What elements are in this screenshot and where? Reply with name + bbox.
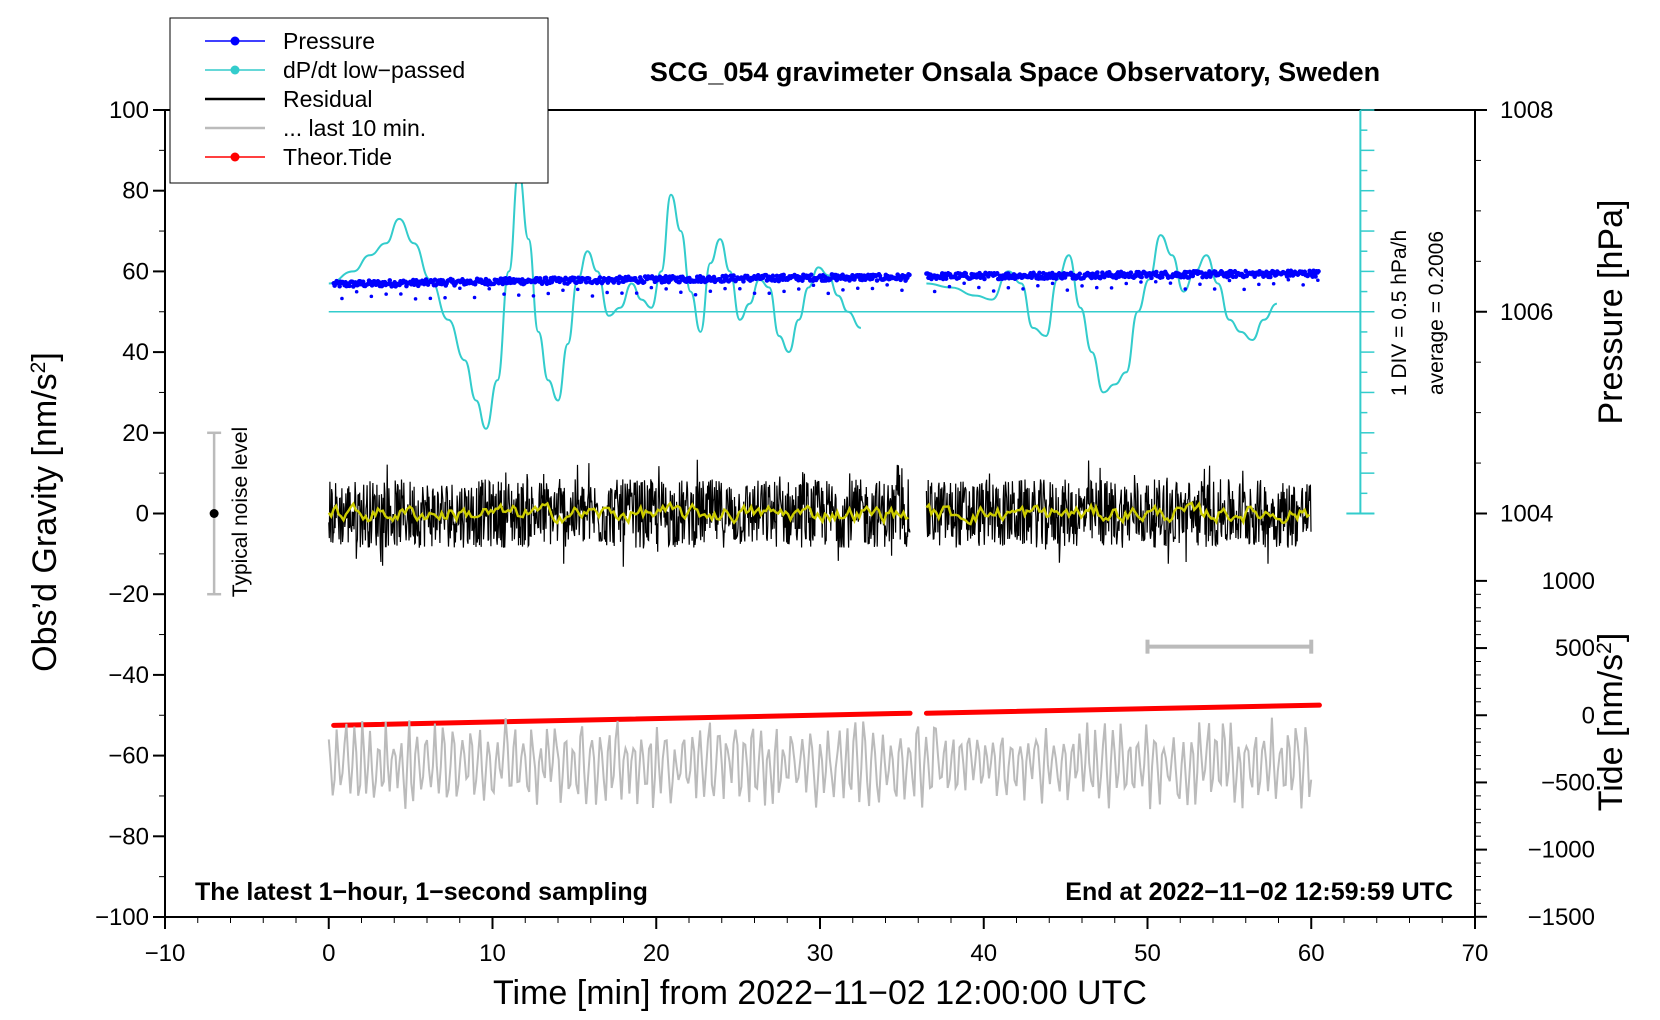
dpdt-line bbox=[328, 169, 1278, 430]
y-tick-label: 20 bbox=[122, 420, 149, 447]
legend-label: ... last 10 min. bbox=[283, 115, 426, 141]
legend-label: dP/dt low−passed bbox=[283, 57, 465, 83]
y-tick-label: −80 bbox=[108, 823, 149, 850]
x-tick-label: −10 bbox=[145, 940, 186, 967]
tide-tick-label: 0 bbox=[1582, 702, 1595, 729]
x-tick-label: 10 bbox=[479, 940, 506, 967]
pressure-tick-label: 1008 bbox=[1500, 97, 1553, 124]
pressure-outliers bbox=[932, 277, 1320, 294]
annotation-sampling: The latest 1−hour, 1−second sampling bbox=[195, 878, 648, 906]
legend-swatch-dot bbox=[230, 36, 240, 46]
x-tick-label: 70 bbox=[1462, 940, 1489, 967]
y-tick-label: −40 bbox=[108, 662, 149, 689]
y-tick-label: 100 bbox=[109, 97, 149, 124]
typical-noise-bar bbox=[207, 431, 222, 596]
series-dpdt bbox=[328, 169, 1278, 430]
y-tick-label: −20 bbox=[108, 581, 149, 608]
tide-tick-label: −500 bbox=[1541, 769, 1595, 796]
y-tick-label: 60 bbox=[122, 258, 149, 285]
legend-swatch-dot bbox=[230, 152, 240, 162]
noise-level-label: Typical noise level bbox=[229, 427, 252, 597]
residual-smoothed-line bbox=[925, 500, 1311, 526]
tide-line bbox=[923, 702, 1322, 716]
residual-line bbox=[328, 459, 911, 567]
y-axis-tide-label: Tide [nm/s2] bbox=[1592, 633, 1630, 812]
x-tick-label: 20 bbox=[643, 940, 670, 967]
pressure-tick-label: 1004 bbox=[1500, 501, 1553, 528]
last-10-min-line bbox=[327, 717, 1313, 810]
series-pressure bbox=[331, 268, 1321, 301]
tide-tick-label: −1000 bbox=[1528, 837, 1595, 864]
x-axis-label: Time [min] from 2022−11−02 12:00:00 UTC bbox=[493, 974, 1147, 1012]
legend-label: Theor.Tide bbox=[283, 144, 392, 170]
pressure-tick-label: 1006 bbox=[1500, 299, 1553, 326]
legend: Pressure dP/dt low−passed Residual ... last… bbox=[169, 17, 549, 184]
y-axis-pressure-label: Pressure [hPa] bbox=[1592, 200, 1630, 425]
series-theoretical-tide bbox=[331, 702, 1322, 728]
noise-bar-center bbox=[209, 509, 219, 518]
tide-line bbox=[331, 710, 913, 728]
y-axis-left-label: Obs’d Gravity [nm/s2] bbox=[26, 352, 64, 672]
legend-swatch-dot bbox=[230, 65, 240, 75]
series-residual-smoothed bbox=[327, 500, 1311, 526]
pressure-outliers bbox=[340, 283, 904, 301]
tide-tick-label: 500 bbox=[1555, 635, 1595, 662]
x-axis: −10 0 10 20 30 40 50 60 70 bbox=[145, 917, 1489, 967]
tide-tick-label: −1500 bbox=[1528, 904, 1595, 931]
y-axis-pressure: 1008 1006 1004 bbox=[1475, 97, 1553, 528]
x-tick-label: 0 bbox=[322, 940, 335, 967]
chart-title: SCG_054 gravimeter Onsala Space Observat… bbox=[650, 57, 1380, 87]
x-tick-label: 40 bbox=[970, 940, 997, 967]
y-tick-label: −100 bbox=[95, 904, 149, 931]
pressure-dots bbox=[924, 268, 1321, 282]
tide-tick-label: 1000 bbox=[1542, 568, 1595, 595]
x-tick-label: 50 bbox=[1134, 940, 1161, 967]
x-tick-label: 60 bbox=[1298, 940, 1325, 967]
legend-label: Residual bbox=[283, 86, 373, 112]
y-axis-tide: 1000 500 0 −500 −1000 −1500 bbox=[1475, 568, 1595, 931]
residual-smoothed-line bbox=[327, 500, 909, 526]
series-last-10-min bbox=[327, 717, 1313, 810]
y-tick-label: 40 bbox=[122, 339, 149, 366]
y-tick-label: 80 bbox=[122, 178, 149, 205]
average-label: average = 0.2006 bbox=[1425, 231, 1448, 395]
legend-label: Pressure bbox=[283, 28, 375, 54]
ten-minute-bar bbox=[1145, 639, 1314, 654]
y-axis-left: 100 80 60 40 20 0 −20 −40 −60 −80 −100 bbox=[95, 97, 165, 931]
annotation-end-time: End at 2022−11−02 12:59:59 UTC bbox=[1065, 878, 1453, 906]
pressure-dots bbox=[331, 271, 912, 289]
y-tick-label: −60 bbox=[108, 743, 149, 770]
div-label: 1 DIV = 0.5 hPa/h bbox=[1388, 230, 1411, 396]
y-tick-label: 0 bbox=[136, 501, 149, 528]
series-residual bbox=[328, 459, 1312, 567]
x-tick-label: 30 bbox=[807, 940, 834, 967]
